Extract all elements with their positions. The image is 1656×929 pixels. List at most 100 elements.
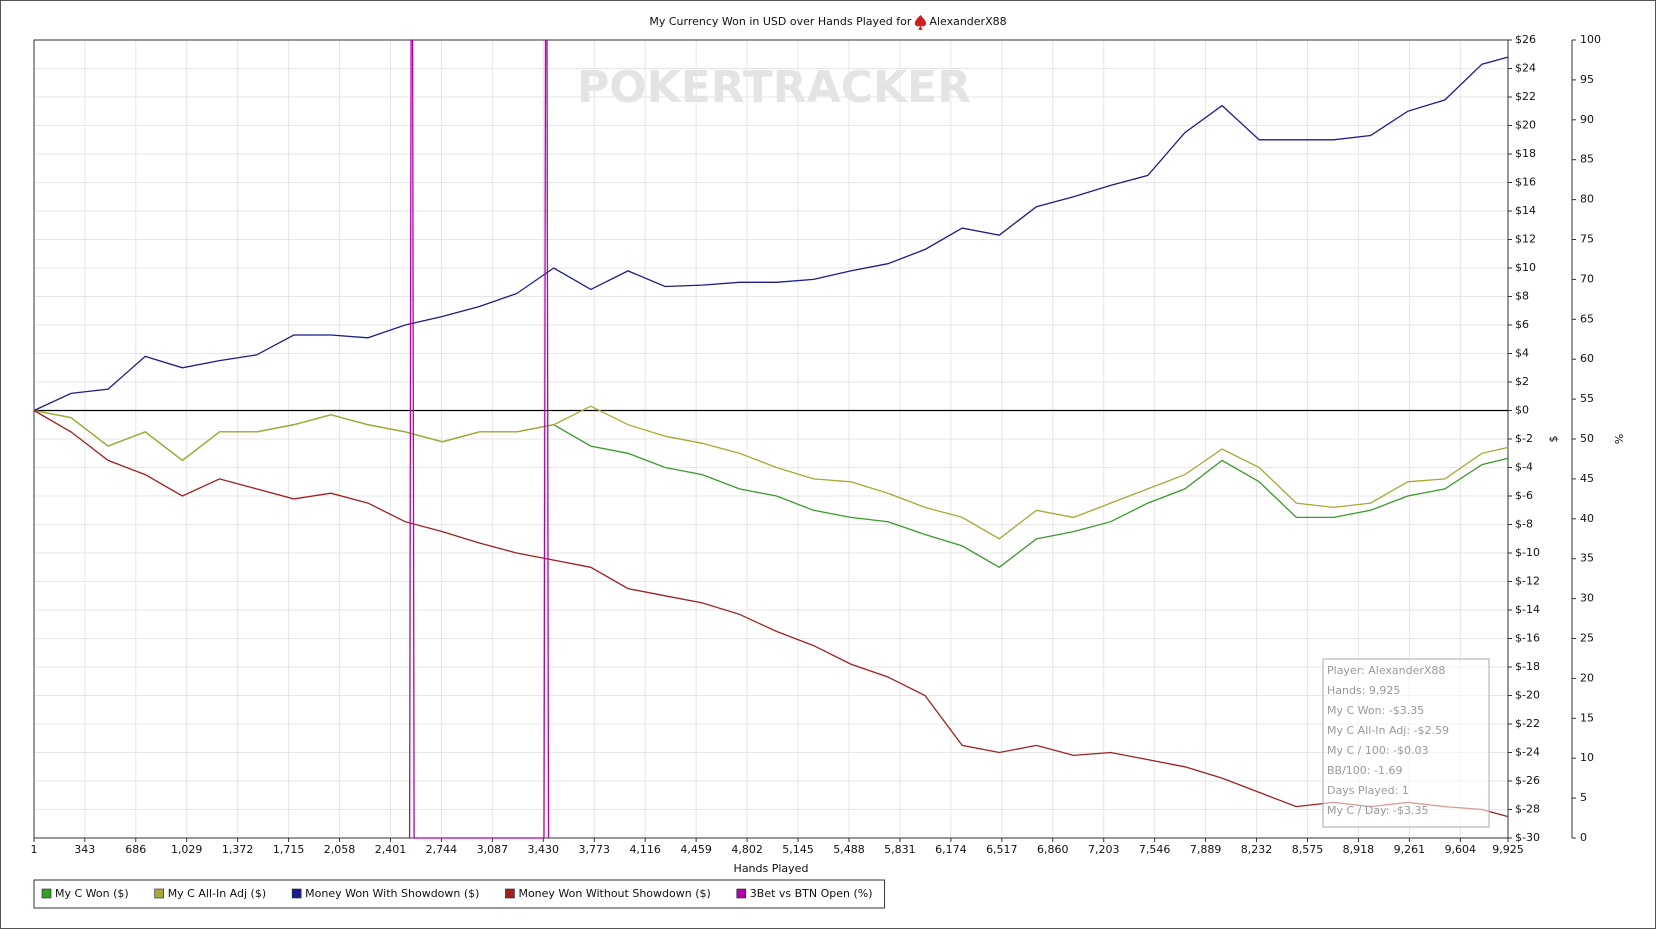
y-tick-label: $-20 bbox=[1515, 689, 1540, 702]
x-tick-label: 5,831 bbox=[884, 843, 916, 856]
x-tick-label: 8,232 bbox=[1241, 843, 1273, 856]
y2-tick-label: 30 bbox=[1580, 592, 1594, 605]
y2-tick-label: 40 bbox=[1580, 512, 1594, 525]
stats-box bbox=[1322, 658, 1490, 828]
plot-border bbox=[33, 39, 1509, 839]
y2-tick-label: 25 bbox=[1580, 632, 1594, 645]
x-tick-label: 2,744 bbox=[426, 843, 458, 856]
x-tick-label: 9,925 bbox=[1492, 843, 1524, 856]
y2-tick-label: 100 bbox=[1580, 33, 1601, 46]
y2-tick-label: 10 bbox=[1580, 751, 1594, 764]
x-tick-label: 4,459 bbox=[680, 843, 712, 856]
y-tick-label: $14 bbox=[1515, 204, 1536, 217]
y2-tick-label: 80 bbox=[1580, 193, 1594, 206]
y-tick-label: $-24 bbox=[1515, 746, 1540, 759]
y-tick-label: $4 bbox=[1515, 347, 1529, 360]
legend-label: My C All-In Adj ($) bbox=[168, 887, 266, 900]
x-tick-label: 8,918 bbox=[1343, 843, 1375, 856]
x-tick-label: 6,860 bbox=[1037, 843, 1069, 856]
player-name: AlexanderX88 bbox=[929, 15, 1006, 28]
series-line bbox=[408, 39, 550, 839]
player-icon bbox=[914, 15, 927, 30]
x-tick-label: 2,058 bbox=[324, 843, 356, 856]
y-tick-label: $16 bbox=[1515, 176, 1536, 189]
legend-swatch bbox=[291, 888, 302, 899]
y-tick-label: $20 bbox=[1515, 119, 1536, 132]
stats-text: My C / Day: -$3.35 bbox=[1327, 804, 1428, 817]
x-tick-label: 1,372 bbox=[222, 843, 254, 856]
y-tick-label: $-30 bbox=[1515, 831, 1540, 844]
y-tick-label: $0 bbox=[1515, 404, 1529, 417]
y2-tick-label: 75 bbox=[1580, 233, 1594, 246]
y-tick-label: $6 bbox=[1515, 318, 1529, 331]
legend-label: My C Won ($) bbox=[55, 887, 129, 900]
legend-swatch bbox=[41, 888, 52, 899]
x-tick-label: 1 bbox=[31, 843, 38, 856]
x-tick-label: 1,715 bbox=[273, 843, 305, 856]
y-tick-label: $8 bbox=[1515, 290, 1529, 303]
y-tick-label: $-28 bbox=[1515, 803, 1540, 816]
stats-text: My C Won: -$3.35 bbox=[1327, 704, 1424, 717]
y-tick-label: $-4 bbox=[1515, 461, 1533, 474]
stats-text: BB/100: -1.69 bbox=[1327, 764, 1402, 777]
y-tick-label: $-26 bbox=[1515, 774, 1540, 787]
x-tick-label: 4,802 bbox=[731, 843, 763, 856]
legend-swatch bbox=[505, 888, 515, 899]
x-tick-label: 6,174 bbox=[935, 843, 967, 856]
x-tick-label: 4,116 bbox=[629, 843, 661, 856]
y-tick-label: $18 bbox=[1515, 147, 1536, 160]
x-tick-label: 3,773 bbox=[579, 843, 611, 856]
stats-text: My C All-In Adj: -$2.59 bbox=[1327, 724, 1449, 737]
y-tick-label: $-12 bbox=[1515, 575, 1540, 588]
y2-tick-label: 5 bbox=[1580, 791, 1587, 804]
chart-title: My Currency Won in USD over Hands Played… bbox=[649, 15, 912, 28]
legend-label: 3Bet vs BTN Open (%) bbox=[750, 887, 873, 900]
y-tick-label: $10 bbox=[1515, 261, 1536, 274]
y2-tick-label: 70 bbox=[1580, 272, 1594, 285]
x-tick-label: 3,087 bbox=[477, 843, 509, 856]
stats-text: Days Played: 1 bbox=[1327, 784, 1409, 797]
y2-tick-label: 0 bbox=[1580, 831, 1587, 844]
y-tick-label: $-10 bbox=[1515, 546, 1540, 559]
x-tick-label: 9,604 bbox=[1445, 843, 1477, 856]
y-tick-label: $-22 bbox=[1515, 717, 1540, 730]
x-tick-label: 1,029 bbox=[171, 843, 203, 856]
y-axis-label: $ bbox=[1547, 436, 1560, 443]
x-tick-label: 343 bbox=[74, 843, 95, 856]
x-tick-label: 6,517 bbox=[986, 843, 1018, 856]
legend-label: Money Won With Showdown ($) bbox=[305, 887, 479, 900]
y2-tick-label: 20 bbox=[1580, 671, 1594, 684]
y2-tick-label: 95 bbox=[1580, 73, 1594, 86]
y-tick-label: $26 bbox=[1515, 33, 1536, 46]
x-tick-label: 9,261 bbox=[1394, 843, 1426, 856]
stats-text: Player: AlexanderX88 bbox=[1327, 664, 1445, 677]
y2-tick-label: 60 bbox=[1580, 352, 1594, 365]
y2-tick-label: 15 bbox=[1580, 711, 1594, 724]
x-tick-label: 7,546 bbox=[1139, 843, 1171, 856]
x-tick-label: 5,488 bbox=[833, 843, 865, 856]
y-tick-label: $2 bbox=[1515, 375, 1529, 388]
y2-tick-label: 55 bbox=[1580, 392, 1594, 405]
legend-swatch bbox=[736, 888, 747, 899]
x-axis-label: Hands Played bbox=[734, 862, 809, 875]
y2-tick-label: 50 bbox=[1580, 432, 1594, 445]
y-tick-label: $22 bbox=[1515, 90, 1536, 103]
y2-axis-label: % bbox=[1613, 434, 1626, 444]
legend-swatch bbox=[154, 888, 164, 899]
x-tick-label: 3,430 bbox=[528, 843, 560, 856]
x-tick-label: 7,203 bbox=[1088, 843, 1120, 856]
y2-tick-label: 35 bbox=[1580, 552, 1594, 565]
y-tick-label: $12 bbox=[1515, 233, 1536, 246]
stats-text: Hands: 9,925 bbox=[1327, 684, 1400, 697]
x-tick-label: 7,889 bbox=[1190, 843, 1222, 856]
y-tick-label: $-18 bbox=[1515, 660, 1540, 673]
watermark: POKERTRACKER bbox=[577, 62, 971, 113]
y-tick-label: $-14 bbox=[1515, 603, 1540, 616]
series-line bbox=[33, 409, 1509, 818]
x-tick-label: 5,145 bbox=[782, 843, 814, 856]
y-tick-label: $-8 bbox=[1515, 518, 1533, 531]
y-tick-label: $24 bbox=[1515, 62, 1536, 75]
y-tick-label: $-16 bbox=[1515, 632, 1540, 645]
series-line bbox=[33, 56, 1509, 412]
